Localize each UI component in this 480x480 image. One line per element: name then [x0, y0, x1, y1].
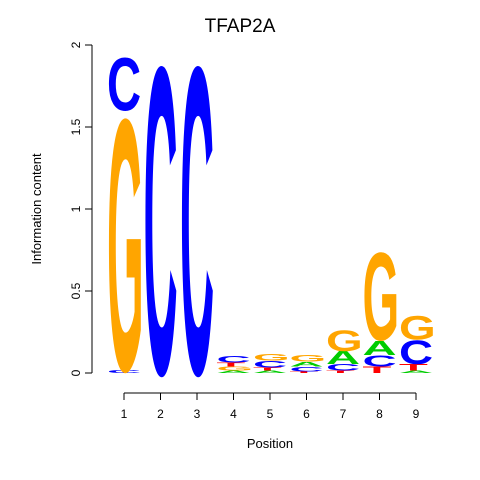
logo-letter-A: A — [290, 360, 324, 368]
logo-letter-C: C — [217, 354, 251, 364]
y-tick-label: 0.5 — [69, 282, 83, 299]
logo-letter-C: C — [107, 369, 141, 374]
x-tick-label: 7 — [340, 407, 347, 421]
logo-letter-C: C — [107, 44, 141, 128]
logo-letter-A: A — [253, 370, 287, 374]
logo-letter-A: A — [363, 336, 397, 359]
logo-letter-G: G — [107, 46, 144, 447]
logo-letter-A: A — [399, 370, 433, 374]
logo-letter-T: T — [363, 365, 392, 375]
x-axis: 1 2 3 4 5 6 7 8 9 — [121, 392, 420, 421]
logo-letter-G: G — [399, 309, 436, 347]
x-axis-label: Position — [247, 436, 293, 451]
logo-letter-C: C — [399, 333, 433, 371]
logo-letter-C: C — [326, 363, 360, 373]
x-tick-label: 1 — [121, 407, 128, 421]
logo-letter-T: T — [253, 367, 283, 372]
x-tick-label: 8 — [376, 407, 383, 421]
logo-letter-T: T — [326, 370, 356, 374]
logo-letter-C: C — [253, 359, 287, 369]
logo-letter-G: G — [290, 353, 327, 363]
y-axis: 0 0.5 1 1.5 2 — [69, 41, 93, 376]
logo-letter-A: A — [326, 348, 360, 368]
y-tick-label: 1 — [69, 205, 83, 212]
logo-letter-A: A — [217, 370, 251, 374]
logo-letter-G: G — [253, 353, 290, 363]
logo-letter-T: T — [217, 362, 246, 368]
y-axis-label: Information content — [29, 153, 44, 265]
logo-letter-G: G — [363, 228, 400, 368]
y-tick-label: 1.5 — [69, 118, 83, 135]
x-tick-label: 3 — [194, 407, 201, 421]
logo-letter-C: C — [290, 365, 324, 373]
x-tick-label: 4 — [230, 407, 237, 421]
logo-letter-G: G — [217, 366, 254, 372]
chart-title: TFAP2A — [205, 16, 276, 37]
logo-letter-C: C — [144, 0, 178, 467]
logo-letter-T: T — [290, 371, 320, 374]
y-tick-label: 0 — [69, 369, 83, 376]
x-tick-label: 2 — [157, 407, 164, 421]
x-tick-label: 6 — [303, 407, 310, 421]
x-tick-label: 9 — [413, 407, 420, 421]
logo-letter-C: C — [180, 0, 214, 467]
logo-letter-C: C — [363, 352, 397, 370]
x-tick-label: 5 — [267, 407, 274, 421]
logo-letter-G: G — [326, 325, 363, 358]
y-tick-label: 2 — [69, 41, 83, 48]
logo-letter-T: T — [399, 363, 428, 373]
